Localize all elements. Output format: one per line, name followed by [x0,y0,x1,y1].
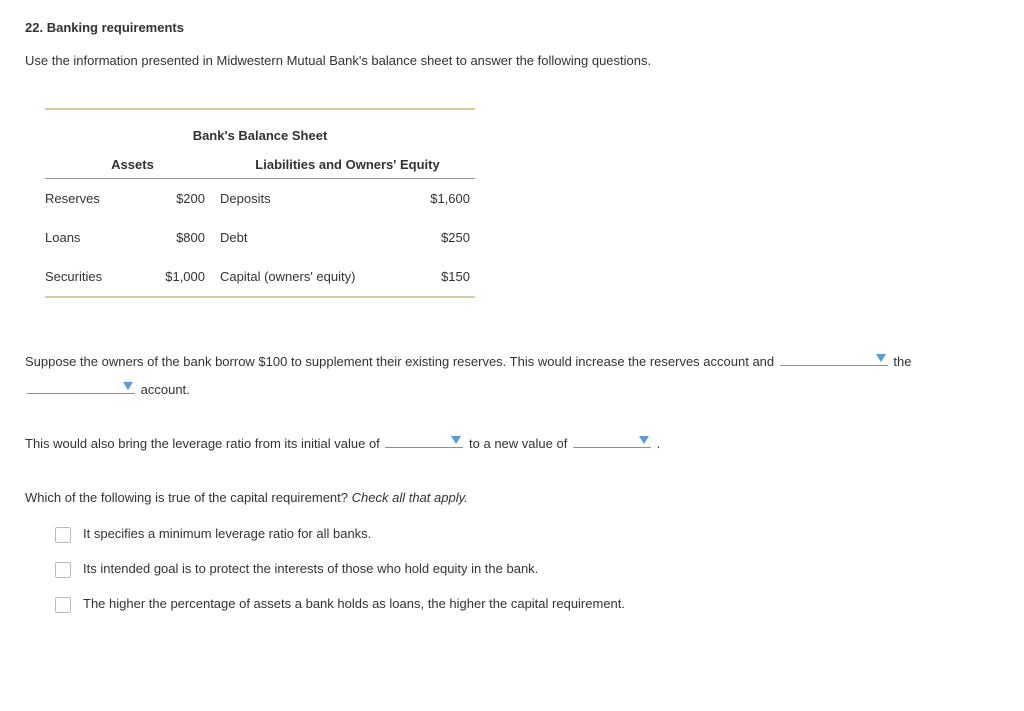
liability-label: Capital (owners' equity) [220,269,385,284]
table-row: Loans $800 Debt $250 [45,218,475,257]
checkbox-1[interactable] [55,527,71,543]
sheet-title: Bank's Balance Sheet [45,110,475,151]
asset-label: Securities [45,269,130,284]
list-item: The higher the percentage of assets a ba… [55,596,999,613]
question-intro: Use the information presented in Midwest… [25,53,999,68]
balance-sheet: Bank's Balance Sheet Assets Liabilities … [45,108,475,298]
col-header-liabilities: Liabilities and Owners' Equity [220,157,475,172]
liability-value: $1,600 [385,191,475,206]
prompt-2: This would also bring the leverage ratio… [25,430,999,458]
asset-value: $1,000 [130,269,220,284]
question-number: 22. [25,20,43,35]
asset-value: $800 [130,230,220,245]
sheet-bottom-rule [45,296,475,298]
prompt-2-text-c: . [657,436,661,451]
prompt-1-text-b: the [893,354,911,369]
checkbox-3-label: The higher the percentage of assets a ba… [83,596,625,611]
list-item: It specifies a minimum leverage ratio fo… [55,526,999,543]
checkbox-2-label: Its intended goal is to protect the inte… [83,561,538,576]
checkbox-1-label: It specifies a minimum leverage ratio fo… [83,526,371,541]
liability-value: $250 [385,230,475,245]
checkbox-3[interactable] [55,597,71,613]
prompt-3: Which of the following is true of the ca… [25,484,999,512]
liability-label: Debt [220,230,385,245]
asset-label: Reserves [45,191,130,206]
chevron-down-icon [123,382,133,390]
prompt-3-text: Which of the following is true of the ca… [25,490,352,505]
dropdown-new-leverage[interactable] [573,447,651,448]
dropdown-account[interactable] [27,393,135,394]
prompt-2-text-b: to a new value of [469,436,571,451]
sheet-column-headers: Assets Liabilities and Owners' Equity [45,151,475,179]
chevron-down-icon [639,436,649,444]
checkbox-2[interactable] [55,562,71,578]
list-item: Its intended goal is to protect the inte… [55,561,999,578]
asset-label: Loans [45,230,130,245]
table-row: Securities $1,000 Capital (owners' equit… [45,257,475,296]
table-row: Reserves $200 Deposits $1,600 [45,179,475,218]
prompt-3-hint: Check all that apply. [352,490,468,505]
sheet-rows: Reserves $200 Deposits $1,600 Loans $800… [45,179,475,296]
chevron-down-icon [451,436,461,444]
liability-value: $150 [385,269,475,284]
chevron-down-icon [876,354,886,362]
prompt-2-text-a: This would also bring the leverage ratio… [25,436,383,451]
liability-label: Deposits [220,191,385,206]
question-title: Banking requirements [47,20,184,35]
asset-value: $200 [130,191,220,206]
prompt-1: Suppose the owners of the bank borrow $1… [25,348,999,404]
question-header: 22. Banking requirements [25,20,999,35]
dropdown-initial-leverage[interactable] [385,447,463,448]
prompt-1-text-c: account. [141,382,190,397]
col-header-assets: Assets [45,157,220,172]
prompt-1-text-a: Suppose the owners of the bank borrow $1… [25,354,778,369]
checkbox-list: It specifies a minimum leverage ratio fo… [25,526,999,613]
dropdown-change-direction[interactable] [780,365,888,366]
